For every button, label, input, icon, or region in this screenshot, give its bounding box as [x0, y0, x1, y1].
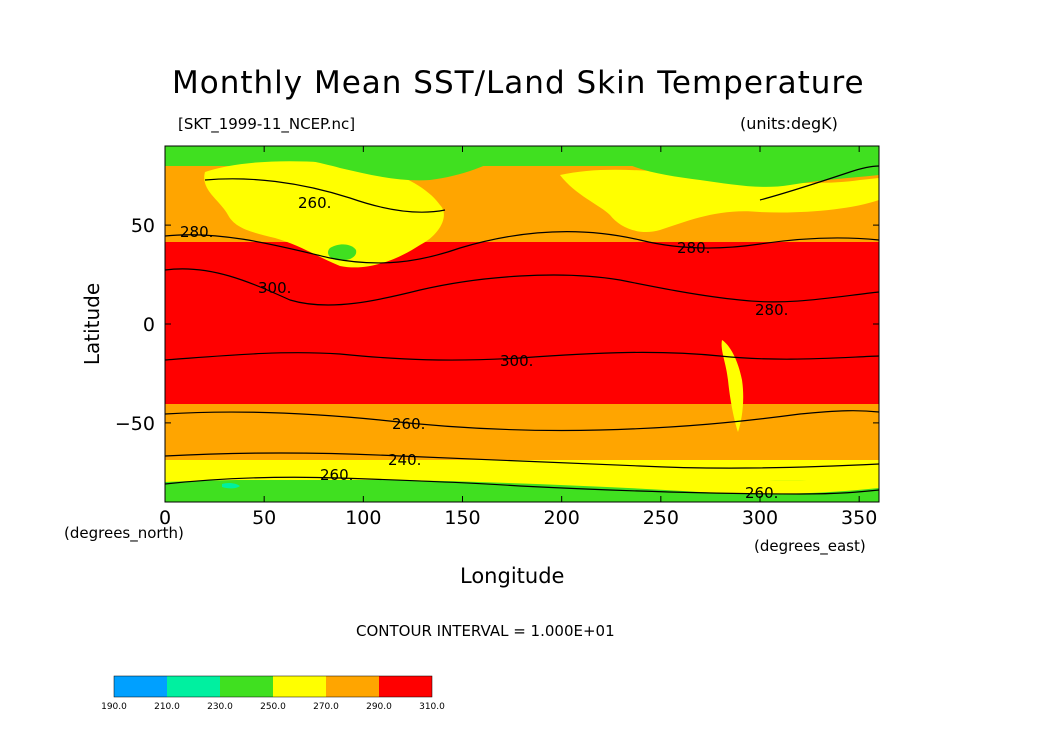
contour-280-south [165, 410, 879, 432]
colorbar-swatch [167, 676, 220, 697]
x-units-label: (degrees_east) [754, 537, 866, 555]
colorbar-label: 250.0 [260, 702, 286, 712]
contour-240-south [165, 476, 879, 495]
contour-label: 240. [388, 451, 421, 469]
contour-label: 260. [320, 466, 353, 484]
contour-label-text: 300. [500, 352, 533, 370]
contour-300-south [165, 351, 879, 361]
contour-label-text: 260. [320, 466, 353, 484]
contour-280-north [165, 231, 879, 264]
colorbar-label: 290.0 [366, 702, 392, 712]
map-field [165, 146, 879, 502]
region-eurasia-green [280, 146, 520, 181]
x-tick-label: 150 [444, 507, 480, 529]
x-tick-label: 0 [159, 507, 171, 529]
contour-label: 300. [258, 279, 291, 297]
band-tropics [165, 242, 879, 404]
contour-label: 260. [392, 415, 425, 433]
colorbar-label: 190.0 [101, 702, 127, 712]
contour-label: 280. [180, 223, 213, 241]
colorbar-swatch [273, 676, 326, 697]
contour-label: 260. [745, 484, 778, 502]
x-axis-label: Longitude [460, 564, 565, 588]
x-tick-label: 200 [544, 507, 580, 529]
contour-interval-text: CONTOUR INTERVAL = 1.000E+01 [356, 622, 615, 640]
y-axis-ticks: −50 0 50 [115, 215, 879, 435]
region-antarctic-yellow [165, 460, 879, 495]
contour-label-text: 260. [745, 484, 778, 502]
x-tick-label: 250 [643, 507, 679, 529]
contour-label-text: 240. [388, 451, 421, 469]
contour-label: 300. [500, 352, 533, 370]
contour-label: 280. [755, 301, 788, 319]
region-tibet-green [328, 244, 357, 261]
contour-260-north [204, 178, 446, 213]
contour-label-text: 260. [298, 194, 331, 212]
region-andes-yellow [721, 340, 744, 432]
contour-label-group: 260. 280. 280. 300. 300. 280. 260. 240. 260. 260. [180, 194, 788, 502]
contour-260-south [165, 452, 879, 469]
y-units-label: (degrees_north) [64, 524, 184, 542]
contour-label-text: 280. [755, 301, 788, 319]
colorbar: 190.0 210.0 230.0 250.0 270.0 290.0 310.0 [101, 675, 445, 712]
contour-300-north [165, 268, 879, 306]
contour-label: 260. [298, 194, 331, 212]
colorbar-label: 210.0 [154, 702, 180, 712]
x-tick-label: 350 [841, 507, 877, 529]
region-antarctic-cyan [222, 482, 240, 489]
colorbar-swatch [326, 676, 379, 697]
x-tick-label: 100 [345, 507, 381, 529]
chart-title: Monthly Mean SST/Land Skin Temperature [172, 65, 865, 101]
chart-subtitle: [SKT_1999-11_NCEP.nc] [178, 115, 356, 133]
colorbar-label: 310.0 [419, 702, 445, 712]
region-canada-green [620, 150, 879, 187]
colorbar-swatch [114, 676, 167, 697]
colorbar-swatch [379, 676, 432, 697]
region-namerica-yellow [560, 169, 879, 233]
y-tick-label: −50 [115, 413, 155, 435]
contour-label: 280. [677, 239, 710, 257]
x-tick-label: 50 [252, 507, 276, 529]
contour-lines [165, 165, 879, 495]
units-label: (units:degK) [740, 114, 838, 133]
x-axis-ticks: 0 50 100 150 200 250 300 350 [159, 146, 877, 529]
contour-label-text: 260. [392, 415, 425, 433]
colorbar-swatch [220, 676, 273, 697]
x-tick-label: 300 [742, 507, 778, 529]
contour-label-text: 300. [258, 279, 291, 297]
y-tick-label: 0 [143, 314, 155, 336]
region-siberia-yellow [204, 161, 444, 268]
contour-label-text: 280. [677, 239, 710, 257]
colorbar-label: 270.0 [313, 702, 339, 712]
contour-260-arctic [759, 165, 879, 201]
y-tick-label: 50 [131, 215, 155, 237]
colorbar-label: 230.0 [207, 702, 233, 712]
colorbar-frame [113, 675, 433, 698]
contour-label-text: 280. [180, 223, 213, 241]
